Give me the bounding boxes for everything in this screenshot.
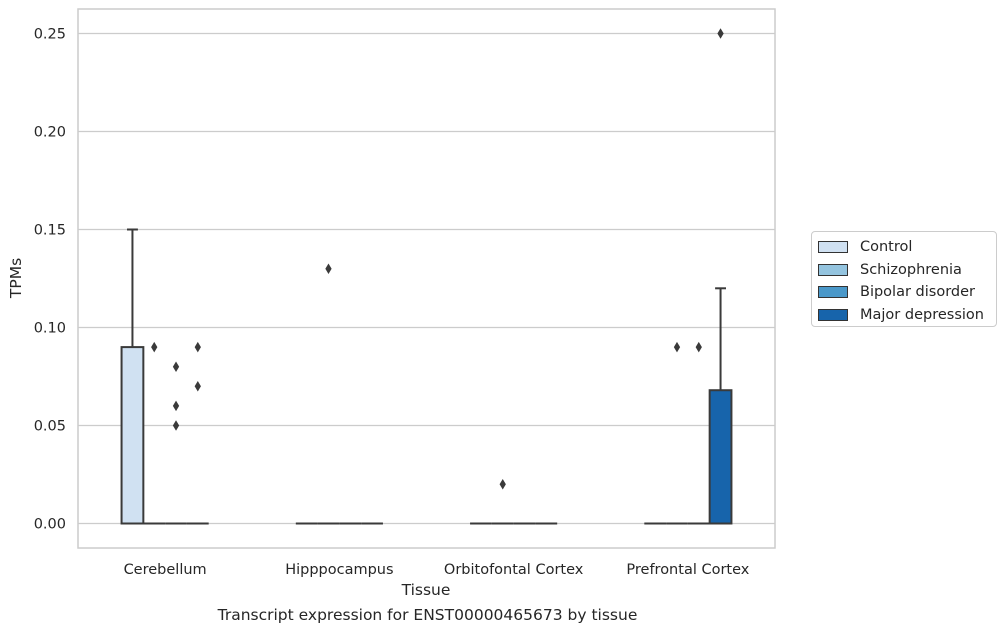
legend-swatch [818,263,848,276]
box-bipolar-disorder [687,341,710,525]
outlier-point [151,341,158,353]
legend-item: Bipolar disorder [818,281,996,304]
gridlines [78,32,775,525]
chart-caption: Transcript expression for ENST0000046567… [217,606,638,624]
legend-item: Control [818,236,996,259]
y-tick-label: 0.20 [34,125,66,141]
legend-label: Schizophrenia [860,261,962,278]
legend: Control Schizophrenia Bipolar disorder Majo… [811,231,997,327]
legend-swatch [818,286,848,299]
outlier-point [172,420,180,431]
plot-frame [77,8,776,549]
box-major-depression [186,341,209,525]
legend-swatch [818,308,848,321]
x-tick-label: Cerebellum [124,562,207,578]
outlier-point [717,28,724,39]
box-schizophrenia [491,479,514,525]
outlier-point [673,341,681,353]
y-tick-label: 0.25 [34,27,66,43]
x-tick-label: Hipppocampus [285,562,393,578]
legend-label: Control [860,239,913,256]
outlier-point [172,400,180,412]
y-axis-ticks: 0.00 0.05 0.10 0.15 0.20 0.25 [34,27,66,533]
outlier-point [695,341,702,353]
box-schizophrenia [666,341,688,525]
legend-item: Major depression [818,304,996,327]
box-bipolar-disorder [165,361,187,525]
outlier-point [325,263,332,274]
legend-item: Schizophrenia [818,259,996,282]
box-body [708,389,733,525]
legend-label: Major depression [860,306,984,323]
x-tick-label: Prefrontal Cortex [626,562,749,578]
legend-swatch [818,241,848,254]
box-schizophrenia [143,341,166,525]
y-tick-label: 0.15 [34,223,66,239]
box-major-depression [708,28,733,525]
box-schizophrenia [317,263,340,525]
outlier-point [172,361,180,372]
box-control [120,228,145,525]
x-axis-label: Tissue [401,581,451,599]
x-tick-label: Orbitofontal Cortex [444,562,584,578]
box-plot-marks [120,28,733,525]
outlier-point [194,381,201,392]
y-axis-label: TPMs [7,258,25,299]
y-tick-label: 0.10 [34,321,66,337]
outlier-point [194,341,201,353]
legend-label: Bipolar disorder [860,284,975,301]
outlier-point [499,479,506,490]
y-tick-label: 0.05 [34,419,66,435]
y-tick-label: 0.00 [34,517,66,533]
x-axis-ticks: Cerebellum Hipppocampus Orbitofontal Corte… [124,562,750,578]
box-body [120,346,145,525]
